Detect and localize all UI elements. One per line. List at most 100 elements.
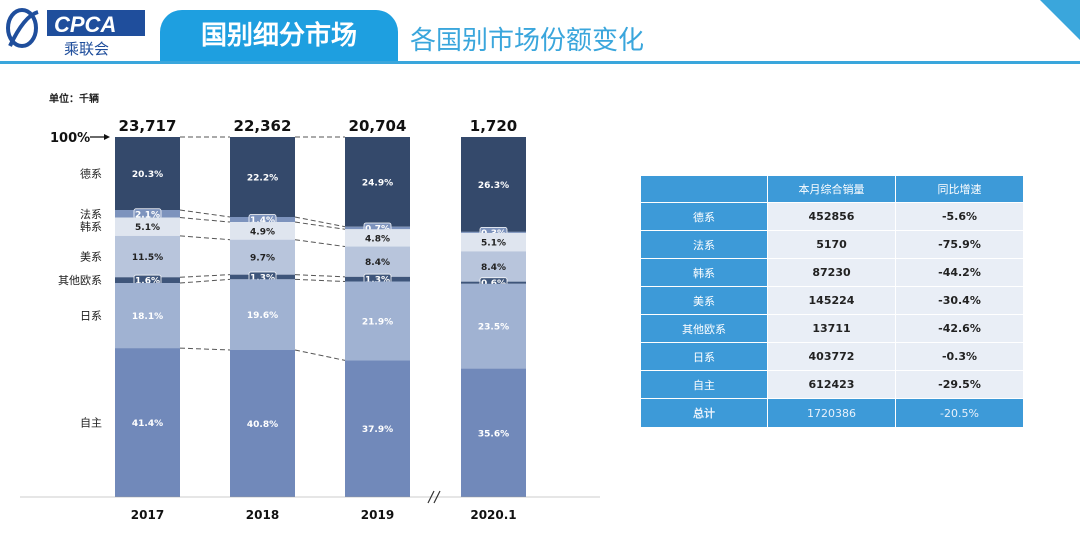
data-label: 4.9% [250,227,275,237]
row-growth: -42.6% [895,314,1024,343]
data-label: 40.8% [247,420,278,430]
row-label: 法系 [640,230,768,259]
data-label: 8.4% [365,258,390,268]
row-sales: 13711 [767,314,896,343]
connector-line [294,221,346,230]
row-label: 自主 [640,370,768,399]
series-label: 其他欧系 [58,274,102,287]
data-label: 18.1% [132,312,163,322]
corner-decoration [1040,0,1080,40]
row-sales: 145224 [767,286,896,315]
total-label: 1,720 [470,117,517,135]
bar-segment [115,137,180,211]
series-label: 美系 [80,251,102,264]
connector-line [294,349,346,361]
bar-segment [115,235,180,278]
unit-label: 单位：千辆 [49,94,99,105]
table-total-row: 总计 1720386 -20.5% [640,398,1024,428]
x-tick-label: 2019 [361,508,394,522]
bar-segment [461,137,526,232]
table-row: 美系 145224 -30.4% [640,286,1024,315]
bar-segment [345,360,410,497]
row-label: 韩系 [640,258,768,287]
data-label: 26.3% [478,181,509,191]
bar-segment [230,222,295,240]
bar-segment [345,281,410,361]
connector-line [179,274,231,278]
data-label: 20.3% [132,170,163,180]
axis-break-icon [427,490,441,504]
bar-segment [345,229,410,247]
data-label: 23.5% [478,323,509,333]
row-growth: -0.3% [895,342,1024,371]
bar-segment [115,283,180,349]
data-label: 11.5% [132,253,163,263]
svg-text:CPCA: CPCA [54,12,116,37]
data-label: 1.3% [365,276,390,286]
bar-segment [230,137,295,217]
data-label: 24.9% [362,178,393,188]
table-row: 韩系 87230 -44.2% [640,258,1024,287]
row-label: 其他欧系 [640,314,768,343]
table-row: 日系 403772 -0.3% [640,342,1024,371]
x-tick-label: 2018 [246,508,279,522]
row-label: 日系 [640,342,768,371]
bar-segment [115,348,180,497]
bar-segment [345,246,410,277]
data-label: 2.1% [135,210,160,220]
data-label: 35.6% [478,429,509,439]
series-label: 自主 [80,417,102,430]
data-label: 19.6% [247,311,278,321]
connector-line [179,217,231,223]
arrow-head-icon [104,134,110,140]
connector-line [294,274,346,278]
total-growth: -20.5% [895,398,1024,428]
data-label: 1.6% [135,277,160,287]
row-growth: -30.4% [895,286,1024,315]
section-tab: 国别细分市场 [160,10,398,62]
data-label: 22.2% [247,174,278,184]
data-label: 21.9% [362,317,393,327]
bar-segment [461,251,526,282]
bar-segment [345,137,410,227]
connector-line [294,239,346,248]
bar-segment [461,283,526,369]
cpca-logo: CPCA 乘联会 [6,8,145,56]
data-label: 41.4% [132,419,163,429]
row-sales: 403772 [767,342,896,371]
row-sales: 5170 [767,230,896,259]
data-label: 1.3% [250,274,275,284]
header-rule [0,61,1080,64]
top-marker: 100% [50,131,90,146]
data-label: 4.8% [365,234,390,244]
x-tick-label: 2017 [131,508,164,522]
series-label: 日系 [80,310,102,323]
connector-line [294,216,346,228]
table-row: 德系 452856 -5.6% [640,202,1024,231]
data-label: 5.1% [481,239,506,249]
row-label: 美系 [640,286,768,315]
connector-line [179,235,231,241]
bar-segment [230,349,295,497]
x-tick-label: 2020.1 [470,508,516,522]
bar-segment [461,232,526,252]
total-label: 22,362 [234,117,292,135]
connector-line [179,209,231,218]
table-row: 其他欧系 13711 -42.6% [640,314,1024,343]
row-growth: -44.2% [895,258,1024,287]
total-label: 总计 [640,398,768,428]
total-label: 23,717 [119,117,177,135]
series-label: 韩系 [80,220,102,234]
bar-segment [115,217,180,236]
header-cell: 本月综合销量 [767,175,896,203]
row-growth: -29.5% [895,370,1024,399]
series-label: 法系 [80,207,102,221]
slide-subtitle: 各国别市场份额变化 [410,26,645,56]
data-label: 8.4% [481,263,506,273]
row-label: 德系 [640,202,768,231]
data-label: 1.4% [250,216,275,226]
row-growth: -75.9% [895,230,1024,259]
header-cell: 同比增速 [895,175,1024,203]
row-sales: 452856 [767,202,896,231]
sales-table: 本月综合销量 同比增速 德系 452856 -5.6% 法系 5170 -75.9% 韩系 8… [640,175,1024,428]
